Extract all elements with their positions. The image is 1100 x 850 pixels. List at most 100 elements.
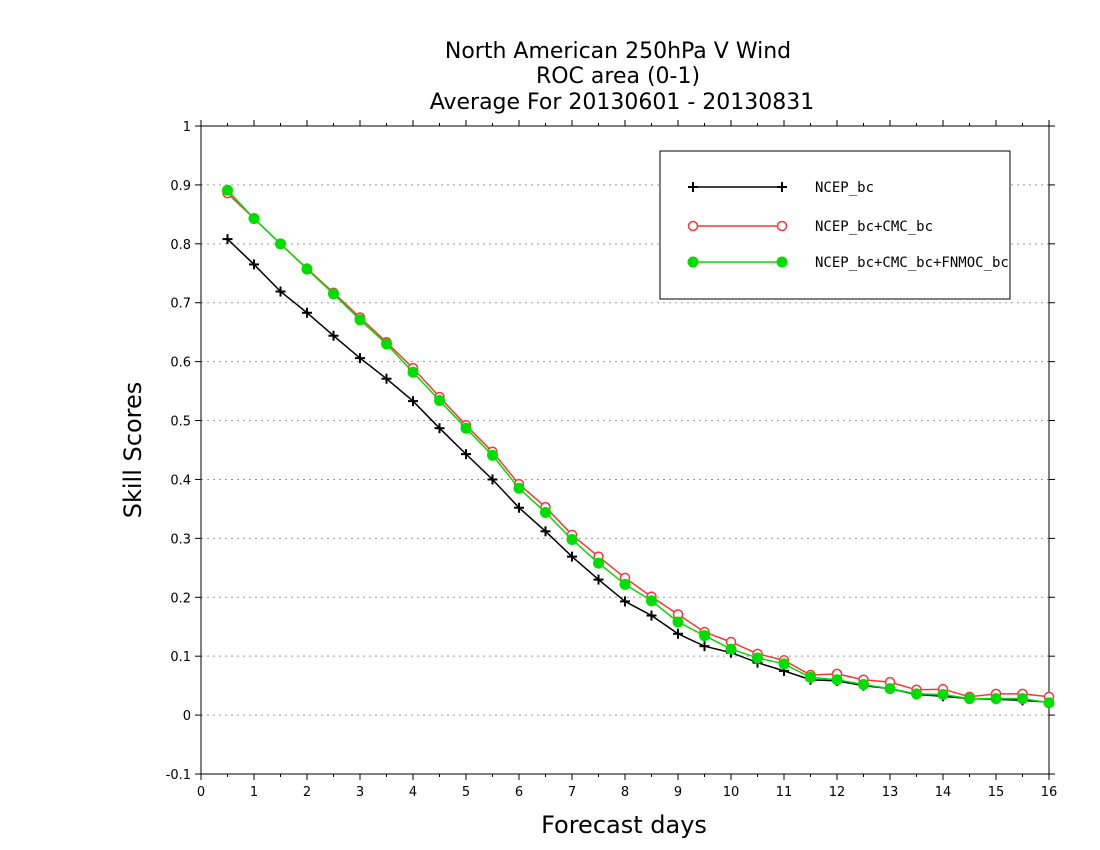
data-point [752, 652, 763, 664]
data-point [937, 688, 949, 700]
data-point [725, 643, 737, 655]
data-point [567, 551, 577, 562]
legend-item-2: NCEP_bc+CMC_bc+FNMOC_bc [687, 255, 1009, 271]
x-tick-label: 3 [356, 785, 364, 800]
y-tick-label: 0.6 [170, 356, 191, 371]
data-point [355, 353, 365, 364]
y-axis-label: Skill Scores [119, 382, 147, 519]
x-tick-label: 14 [935, 785, 952, 800]
y-axis-tick-labels: -0.1 0 0.1 0.2 0.3 0.4 0.5 0.6 0.7 0.8 0.9 1 [166, 120, 191, 783]
data-point [540, 526, 551, 537]
x-tick-label: 9 [674, 785, 682, 800]
legend: NCEP_bc NCEP_bc+CMC_bc NCEP_bc+CMC_bc+FNMO… [659, 150, 1011, 300]
series-2 [222, 184, 1055, 709]
data-point [354, 314, 366, 326]
data-point [513, 482, 525, 494]
data-point [275, 238, 286, 250]
legend-item-0: NCEP_bc [688, 180, 874, 196]
data-point [964, 693, 975, 705]
data-point [699, 630, 710, 642]
data-point [911, 688, 922, 700]
data-point [275, 286, 286, 297]
legend-label: NCEP_bc+CMC_bc+FNMOC_bc [815, 255, 1009, 271]
legend-marker-start [687, 220, 699, 232]
title-line-2: ROC area (0-1) [536, 64, 700, 89]
data-point [328, 288, 339, 300]
data-point [672, 616, 684, 628]
data-point [302, 307, 312, 318]
x-tick-label: 13 [882, 785, 899, 800]
y-tick-label: 0.2 [170, 591, 191, 606]
legend-item-1: NCEP_bc+CMC_bc [687, 219, 933, 235]
x-tick-label: 15 [988, 785, 1005, 800]
data-point [620, 596, 630, 607]
legend-marker-end [777, 182, 787, 192]
x-tick-label: 8 [621, 785, 629, 800]
data-point [646, 595, 657, 607]
x-tick-label: 5 [462, 785, 470, 800]
data-point [249, 259, 259, 270]
title-line-1: North American 250hPa V Wind [445, 39, 791, 64]
data-point [593, 574, 604, 585]
data-point [990, 693, 1002, 705]
y-tick-label: 0.8 [170, 238, 191, 253]
x-tick-label: 12 [829, 785, 846, 800]
x-tick-label: 10 [723, 785, 740, 800]
data-point [408, 396, 418, 407]
data-point [487, 474, 498, 485]
data-point [858, 678, 869, 690]
x-axis-label: Forecast days [541, 811, 707, 839]
data-point [1043, 697, 1055, 709]
x-tick-label: 0 [197, 785, 205, 800]
y-tick-label: -0.1 [166, 768, 191, 783]
data-point [778, 658, 790, 670]
x-tick-label: 1 [250, 785, 258, 800]
legend-label: NCEP_bc [815, 180, 874, 196]
data-point [461, 449, 471, 460]
x-tick-label: 2 [303, 785, 311, 800]
x-tick-label: 6 [515, 785, 523, 800]
data-point [381, 373, 392, 384]
data-point [593, 557, 604, 569]
data-point [805, 671, 816, 683]
y-tick-label: 1 [183, 120, 191, 135]
y-tick-label: 0.4 [170, 473, 191, 488]
data-point [540, 506, 551, 518]
legend-label: NCEP_bc+CMC_bc [815, 219, 933, 235]
data-point [699, 641, 710, 652]
data-point [222, 184, 233, 196]
data-point [884, 683, 896, 695]
legend-marker-start [688, 182, 698, 192]
legend-items: NCEP_bc NCEP_bc+CMC_bc NCEP_bc+CMC_bc+FNMO… [687, 180, 1009, 271]
data-point [381, 338, 392, 350]
x-tick-label: 11 [776, 785, 793, 800]
x-tick-label: 16 [1041, 785, 1058, 800]
data-point [407, 366, 419, 378]
title-line-3: Average For 20130601 - 20130831 [430, 90, 815, 115]
y-tick-label: 0.1 [170, 650, 191, 665]
x-axis-tick-labels: 0 1 2 3 4 5 6 7 8 9 10 11 12 13 14 15 16 [197, 785, 1057, 800]
x-tick-label: 7 [568, 785, 576, 800]
y-tick-label: 0 [183, 709, 191, 724]
data-point [1017, 693, 1028, 705]
data-point [248, 212, 260, 224]
data-point [460, 422, 472, 434]
legend-box [659, 150, 1011, 300]
legend-marker-start [687, 256, 699, 268]
data-point [566, 534, 578, 546]
x-tick-label: 4 [409, 785, 417, 800]
y-tick-label: 0.7 [170, 297, 191, 312]
axis-ticks [195, 120, 1055, 780]
y-tick-label: 0.5 [170, 415, 191, 430]
legend-marker-end [776, 220, 788, 232]
data-point [646, 610, 657, 621]
data-point [831, 674, 843, 686]
data-point [301, 263, 313, 275]
legend-marker-end [776, 256, 788, 268]
data-point [222, 234, 233, 245]
series-group [222, 184, 1055, 709]
data-point [328, 330, 339, 341]
data-point [619, 578, 631, 590]
data-point [434, 423, 445, 434]
